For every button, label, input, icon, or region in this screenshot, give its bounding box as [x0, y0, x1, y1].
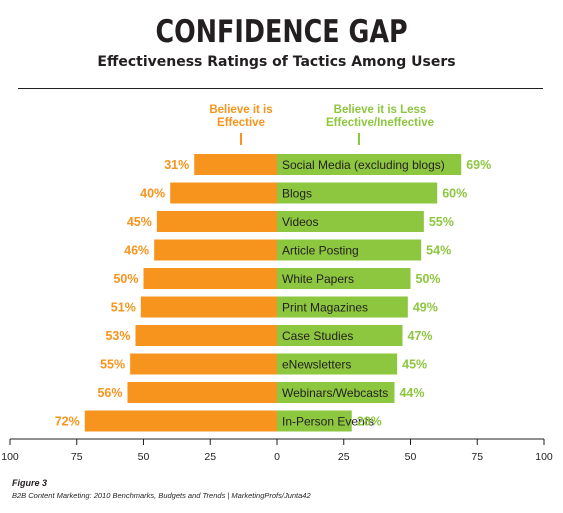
value-label-effective: 53% [105, 329, 130, 343]
bar-effective [194, 154, 277, 175]
value-label-less-effective: 47% [407, 329, 432, 343]
chart-subtitle: Effectiveness Ratings of Tactics Among U… [97, 54, 456, 70]
category-label: Webinars/Webcasts [282, 386, 388, 400]
value-label-less-effective: 55% [429, 215, 454, 229]
bar-less-effective [277, 353, 398, 375]
value-label-less-effective: 28% [357, 415, 382, 429]
legend-effective: Believe it is Effective [209, 104, 273, 129]
value-label-effective: 56% [97, 386, 122, 400]
legend-less-effective-pointer [358, 133, 360, 145]
bar-less-effective [277, 239, 422, 261]
value-label-less-effective: 69% [466, 158, 491, 172]
x-tick-label: 50 [405, 451, 417, 463]
category-label: Print Magazines [282, 301, 368, 315]
bar-effective [143, 268, 277, 289]
x-tick-label: 25 [338, 451, 350, 463]
value-label-effective: 55% [100, 358, 125, 372]
category-label: Blogs [282, 187, 312, 201]
legend-less-effective: Believe it is Less Effective/Ineffective [325, 104, 434, 129]
bar-effective [154, 239, 277, 261]
x-tick-label: 25 [204, 451, 216, 463]
value-label-effective: 40% [140, 187, 165, 201]
title-divider [18, 88, 543, 89]
x-tick-label: 50 [138, 451, 150, 463]
value-label-less-effective: 60% [442, 187, 467, 201]
value-label-less-effective: 54% [426, 244, 451, 258]
value-label-effective: 72% [55, 415, 80, 429]
chart-title: CONFIDENCE GAP [155, 14, 408, 50]
value-label-effective: 31% [164, 158, 189, 172]
x-tick-label: 0 [274, 451, 280, 463]
x-tick-label: 100 [1, 451, 19, 463]
x-tick-label: 75 [471, 451, 483, 463]
bar-effective [135, 325, 277, 346]
value-label-less-effective: 50% [416, 272, 441, 286]
bar-less-effective [277, 268, 411, 289]
bar-less-effective [277, 325, 403, 346]
bar-less-effective [277, 410, 352, 432]
bar-less-effective [277, 382, 395, 403]
value-label-less-effective: 44% [399, 386, 424, 400]
bar-effective [127, 382, 277, 403]
category-label: Social Media (excluding blogs) [282, 158, 445, 172]
x-tick-label: 100 [535, 451, 553, 463]
bar-effective [156, 211, 277, 232]
value-label-effective: 46% [124, 244, 149, 258]
category-label: In-Person Events [282, 415, 374, 429]
source-note: B2B Content Marketing: 2010 Benchmarks, … [12, 491, 311, 500]
value-label-effective: 50% [113, 272, 138, 286]
bar-less-effective [277, 182, 438, 204]
value-label-less-effective: 49% [413, 301, 438, 315]
category-label: Videos [282, 215, 318, 229]
x-tick-label: 75 [71, 451, 83, 463]
bar-less-effective [277, 296, 408, 318]
category-label: White Papers [282, 272, 354, 286]
value-label-effective: 51% [111, 301, 136, 315]
legend-effective-pointer [240, 133, 242, 145]
category-label: Article Posting [282, 244, 359, 258]
bar-effective [170, 182, 277, 204]
category-label: eNewsletters [282, 358, 351, 372]
bar-effective [140, 296, 277, 318]
figure-label: Figure 3 [12, 478, 48, 488]
bar-effective [130, 353, 277, 375]
bar-less-effective [277, 154, 462, 175]
category-label: Case Studies [282, 329, 353, 343]
value-label-effective: 45% [127, 215, 152, 229]
value-label-less-effective: 45% [402, 358, 427, 372]
bar-effective [84, 410, 277, 432]
bar-less-effective [277, 211, 424, 232]
